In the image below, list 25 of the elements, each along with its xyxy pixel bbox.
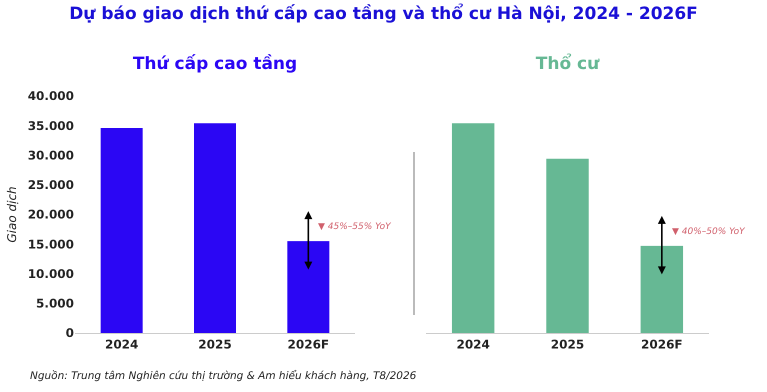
chart-title: Thứ cấp cao tầng xyxy=(132,54,298,74)
chart-title: Thổ cư xyxy=(536,52,600,74)
bar xyxy=(100,128,143,333)
y-tick-label: 5.000 xyxy=(36,296,74,311)
text: Nguồn: Trung tâm Nghiên cứu thị trường & Am hiểu khách hàng, T8/2026 xyxy=(30,370,416,382)
y-tick-label: 15.000 xyxy=(28,237,74,252)
y-axis-title: Giao dịch xyxy=(4,186,19,243)
annotation: ▼ 40%–50% YoY xyxy=(672,227,746,237)
annotation: ▼ 45%–55% YoY xyxy=(318,222,392,232)
y-tick-label: 30.000 xyxy=(28,148,74,162)
y-tick-label: 35.000 xyxy=(28,118,74,133)
y-tick-label: 40.000 xyxy=(28,89,74,104)
x-tick-label: 2026F xyxy=(641,337,683,352)
y-tick-label: 10.000 xyxy=(28,266,74,281)
x-tick-label: 2025 xyxy=(550,337,584,352)
y-tick-label: 25.000 xyxy=(28,178,74,192)
text: Dự báo giao dịch thứ cấp cao tầng và thổ cư Hà Nội, 2024 - 2026F xyxy=(68,4,699,24)
y-tick-label: 20.000 xyxy=(28,208,74,222)
x-tick-label: 2026F xyxy=(288,337,330,352)
x-tick-label: 2025 xyxy=(198,337,232,352)
x-tick-label: 2024 xyxy=(104,337,138,352)
bar xyxy=(287,241,330,333)
y-tick-label: 0 xyxy=(66,326,74,340)
x-tick-label: 2024 xyxy=(456,337,490,352)
bar xyxy=(194,123,236,333)
